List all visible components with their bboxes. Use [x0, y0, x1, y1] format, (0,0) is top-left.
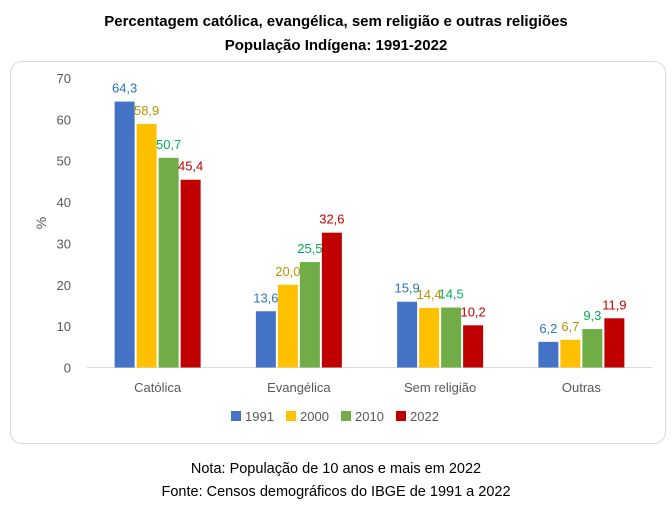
- source-note: Fonte: Censos demográficos do IBGE de 19…: [161, 484, 511, 500]
- data-label: 45,4: [178, 159, 203, 174]
- data-label: 10,2: [460, 304, 485, 319]
- x-tick-label: Sem religião: [404, 380, 476, 395]
- legend-label: 1991: [245, 409, 274, 424]
- data-label: 64,3: [112, 81, 137, 96]
- bar: [180, 179, 201, 368]
- data-label: 50,7: [156, 137, 181, 152]
- data-label: 15,9: [394, 281, 419, 296]
- y-tick-label: 50: [57, 154, 71, 169]
- legend-swatch: [286, 411, 296, 421]
- data-label: 25,5: [297, 241, 322, 256]
- data-label: 32,6: [319, 212, 344, 227]
- bar: [255, 311, 276, 368]
- y-axis-label: %: [33, 217, 49, 229]
- legend-swatch: [231, 411, 241, 421]
- y-tick-label: 30: [57, 236, 71, 251]
- bar: [604, 318, 625, 368]
- y-tick-label: 70: [57, 71, 71, 86]
- bar: [158, 157, 179, 368]
- y-tick-label: 0: [64, 361, 71, 376]
- y-tick-label: 20: [57, 278, 71, 293]
- footnote: Nota: População de 10 anos e mais em 202…: [190, 461, 482, 477]
- x-tick-label: Outras: [562, 380, 602, 395]
- data-label: 9,3: [583, 308, 601, 323]
- y-tick-label: 60: [57, 112, 71, 127]
- bar: [419, 307, 440, 368]
- legend-label: 2000: [300, 409, 329, 424]
- data-label: 13,6: [253, 290, 278, 305]
- bar-chart: 0 10 20 30 40 50 60 70% 64,3 58,9 50,7 45,4 Católica…: [33, 71, 652, 424]
- legend-swatch: [341, 411, 351, 421]
- y-tick-label: 10: [57, 319, 71, 334]
- bar: [582, 329, 603, 368]
- y-tick-label: 40: [57, 195, 71, 210]
- bar: [397, 301, 418, 368]
- legend-swatch: [396, 411, 406, 421]
- data-label: 58,9: [134, 103, 159, 118]
- x-tick-label: Católica: [134, 380, 182, 395]
- data-label: 6,7: [561, 319, 579, 334]
- bar: [277, 284, 298, 368]
- x-tick-label: Evangélica: [267, 380, 331, 395]
- data-label: 6,2: [539, 321, 557, 336]
- data-label: 14,5: [438, 287, 463, 302]
- legend-label: 2010: [355, 409, 384, 424]
- bar: [441, 307, 462, 368]
- bar: [538, 341, 559, 368]
- bar: [299, 262, 320, 368]
- bar: [463, 325, 484, 368]
- bar: [321, 232, 342, 368]
- bar: [136, 123, 157, 368]
- data-label: 11,9: [602, 297, 626, 312]
- bar: [114, 101, 135, 368]
- chart-title-line1: Percentagem católica, evangélica, sem re…: [104, 13, 568, 30]
- legend-label: 2022: [410, 409, 439, 424]
- chart-title-line2: População Indígena: 1991-2022: [224, 37, 448, 54]
- data-label: 14,4: [416, 287, 441, 302]
- bar: [560, 339, 581, 368]
- data-label: 20,0: [275, 264, 300, 279]
